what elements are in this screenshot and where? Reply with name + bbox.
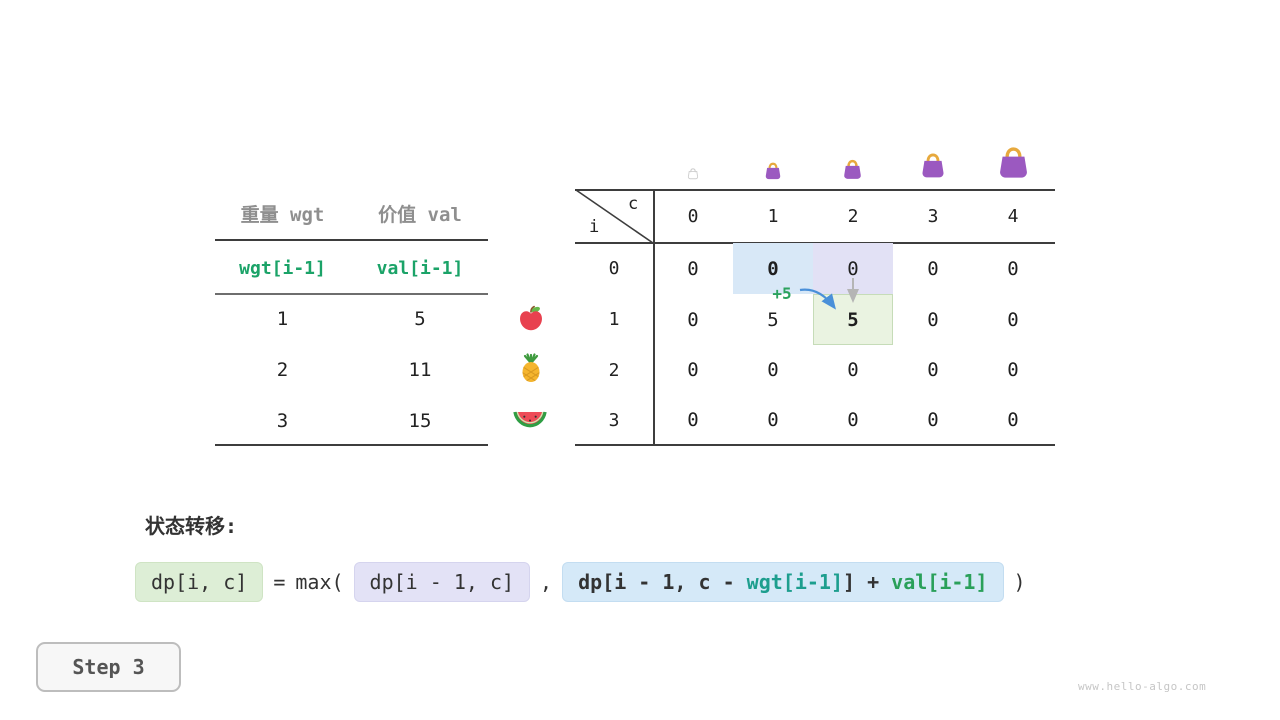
dp-cell-1-3: 0 [927, 308, 939, 331]
bag-icon-m [840, 158, 865, 181]
dp-col-header-2: 2 [847, 205, 859, 227]
dp-cell-1-1: 5 [767, 308, 779, 331]
item-row-2-weight: 2 [276, 359, 289, 381]
dp-cell-0-1: 0 [733, 243, 813, 294]
dp-cell-2-3: 0 [927, 359, 939, 381]
step-indicator-button[interactable]: Step 3 [36, 642, 181, 692]
bag-icon-s [762, 161, 784, 181]
item-row-1-value: 5 [414, 308, 426, 330]
items-table-title-weight: 重量 wgt [240, 204, 325, 226]
dp-table-border-bottom [575, 444, 1055, 446]
dp-cell-3-0: 0 [687, 409, 699, 431]
watermelon-icon [513, 408, 547, 433]
dp-row-header-2: 2 [608, 359, 620, 381]
formula-term1-box: dp[i - 1, c] [353, 562, 531, 602]
dp-corner-col-label: c [628, 194, 639, 214]
dp-cell-3-2: 0 [847, 409, 859, 431]
dp-col-header-1: 1 [767, 205, 779, 227]
dp-col-header-3: 3 [927, 205, 939, 227]
formula-close-paren: ) [1013, 570, 1026, 594]
dp-cell-0-4: 0 [1007, 257, 1019, 280]
item-row-2-value: 11 [408, 359, 432, 381]
formula-max-open: max( [295, 570, 344, 594]
dp-cell-2-2: 0 [847, 359, 859, 381]
dp-cell-2-0: 0 [687, 359, 699, 381]
dp-cell-0-0: 0 [687, 257, 699, 280]
formula-term2-prefix: dp[i - 1, c - [578, 570, 747, 594]
dp-corner-row-label: i [589, 217, 600, 237]
formula-term2-box: dp[i - 1, c - wgt[i-1]] + val[i-1] [562, 562, 1004, 602]
dp-col-header-0: 0 [687, 205, 699, 227]
dp-table-border-top [575, 189, 1055, 191]
dp-cell-1-2: 5 [813, 294, 893, 345]
transition-annotation: +5 [772, 284, 792, 303]
formula-comma: , [540, 570, 553, 594]
dp-cell-3-4: 0 [1007, 409, 1019, 431]
formula-term2-val-token: val[i-1] [891, 570, 988, 594]
dp-col-header-4: 4 [1007, 205, 1019, 227]
item-row-1-weight: 1 [276, 308, 289, 330]
pineapple-icon [518, 353, 544, 383]
dp-cell-3-3: 0 [927, 409, 939, 431]
formula-term2-wgt-token: wgt[i-1] [746, 570, 843, 594]
bag-icon-xs [686, 167, 700, 180]
corner-diagonal-line [575, 189, 654, 244]
formula-equals: = [273, 570, 286, 594]
state-transition-label: 状态转移: [145, 514, 238, 538]
items-table-title-value: 价值 val [378, 204, 462, 226]
dp-cell-0-3: 0 [927, 257, 939, 280]
dp-row-header-0: 0 [608, 258, 620, 279]
items-table-header-wgt: wgt[i-1] [239, 258, 326, 279]
dp-cell-3-1: 0 [767, 409, 779, 431]
watermark-text: www.hello-algo.com [1078, 680, 1207, 693]
items-table-divider [215, 293, 488, 295]
formula-term2-mid: ] + [843, 570, 892, 594]
dp-cell-1-4: 0 [1007, 308, 1019, 331]
dp-cell-1-0: 0 [687, 308, 699, 331]
dp-table-vertical-divider [653, 189, 655, 446]
apple-icon [517, 304, 545, 332]
item-row-3-value: 15 [408, 410, 432, 432]
items-table-header-val: val[i-1] [376, 258, 464, 279]
items-table-border-top [215, 239, 488, 241]
step-indicator-label: Step 3 [72, 655, 145, 679]
dp-cell-0-2: 0 [813, 243, 893, 294]
dp-row-header-1: 1 [608, 309, 620, 330]
bag-icon-l [917, 151, 949, 180]
formula-lhs-box: dp[i, c] [135, 562, 264, 602]
dp-cell-2-1: 0 [767, 359, 779, 381]
transition-formula: dp[i, c] = max( dp[i - 1, c] , dp[i - 1,… [135, 562, 1026, 602]
item-row-3-weight: 3 [276, 410, 289, 432]
dp-cell-2-4: 0 [1007, 359, 1019, 381]
bag-icon-xl [993, 144, 1034, 181]
dp-row-header-3: 3 [608, 409, 620, 431]
items-table-border-bottom [215, 444, 488, 446]
